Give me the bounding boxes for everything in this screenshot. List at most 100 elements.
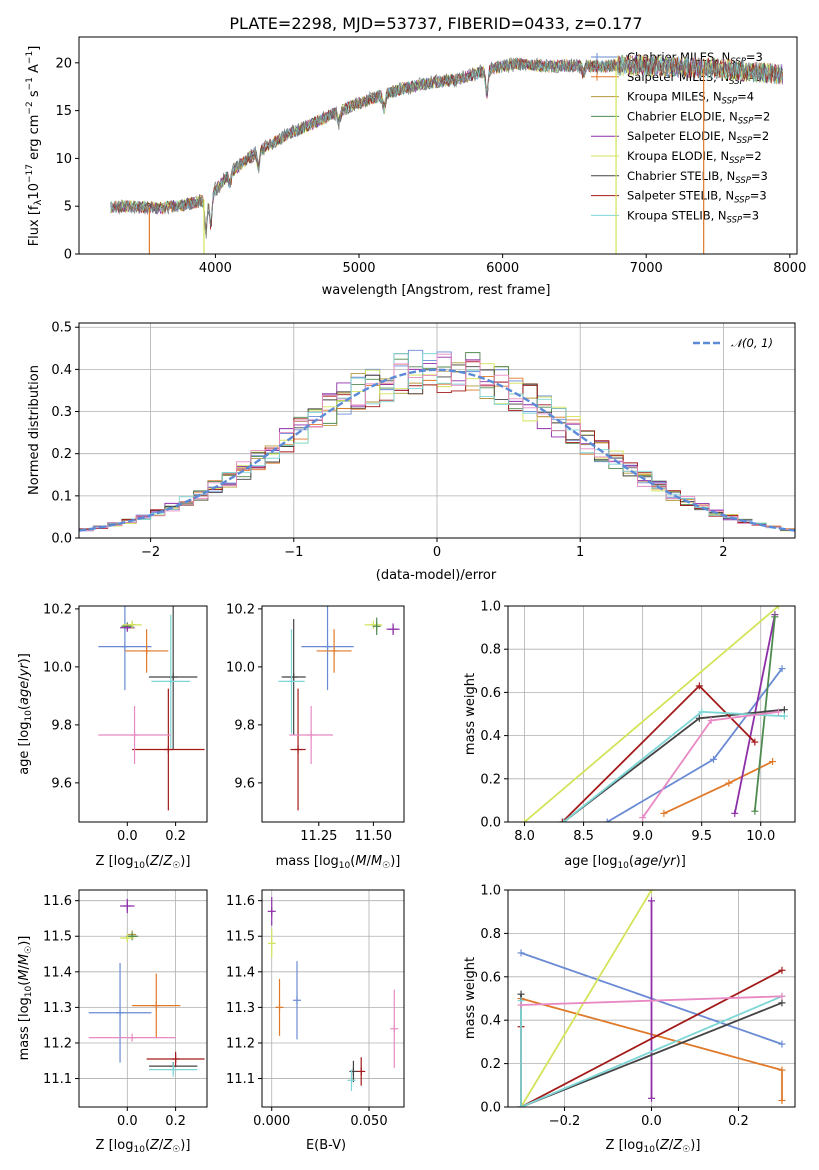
axes-frame — [78, 322, 796, 539]
axes-frame — [78, 889, 208, 1108]
age-z-xlabel: Z [log10(Z/Z☉)] — [96, 854, 191, 871]
y-tick-label: 10.0 — [43, 660, 72, 675]
spectrum-xlabel: wavelength [Angstrom, rest frame] — [322, 283, 551, 298]
y-tick-label: 10.2 — [43, 602, 72, 617]
x-tick-label: 8.0 — [514, 829, 535, 844]
weight-vs-age-panel: age [log10(age/yr)] mass weight 8.0 8.5 9.… — [463, 600, 796, 871]
x-tick-label: 0.2 — [728, 1114, 749, 1129]
legend-label: Chabrier ELODIE, NSSP=2 — [627, 109, 770, 126]
x-tick-label: 10.0 — [746, 829, 775, 844]
y-tick-label: 20 — [55, 56, 72, 71]
x-tick-label: 0.0 — [117, 829, 138, 844]
x-tick-label: 2 — [719, 545, 727, 560]
x-tick-label: 0.2 — [165, 1114, 186, 1129]
y-tick-label: 11.6 — [226, 894, 255, 909]
weight-vs-metallicity-panel: Z [log10(Z/Z☉)] mass weight −0.2 0.0 0.2 0.… — [463, 884, 796, 1155]
age-z-ylabel: age [log10(age/yr)] — [17, 653, 34, 775]
weight-series-line — [562, 708, 785, 822]
x-tick-label: 9.0 — [632, 829, 653, 844]
y-tick-label: 0.3 — [51, 405, 72, 420]
y-tick-label: 9.8 — [51, 718, 72, 733]
x-tick-label: 1 — [576, 545, 584, 560]
axes-frame — [261, 889, 405, 1108]
plot-area — [278, 606, 400, 811]
y-tick-label: 0.6 — [480, 686, 501, 701]
plot-area — [88, 898, 205, 1077]
weight-age-ylabel: mass weight — [463, 673, 478, 755]
mass-ebv-xlabel: E(B-V) — [306, 1138, 346, 1153]
y-tick-label: 10.2 — [226, 602, 255, 617]
y-tick-label: 9.6 — [51, 776, 72, 791]
plot-area — [98, 606, 205, 811]
weight-series-line — [520, 995, 783, 1107]
legend-label: Kroupa STELIB, NSSP=3 — [627, 208, 759, 225]
x-tick-label: 0.000 — [253, 1114, 290, 1129]
y-tick-label: 0.8 — [480, 927, 501, 942]
x-tick-label: 5000 — [342, 261, 375, 276]
axes-frame — [78, 605, 208, 823]
spectrum-model-line — [110, 54, 783, 238]
x-tick-label: 0.0 — [641, 1114, 662, 1129]
y-tick-label: 10.0 — [226, 660, 255, 675]
y-tick-label: 0.4 — [480, 729, 501, 744]
weight-series-line — [641, 710, 779, 819]
y-tick-label: 0.2 — [480, 1057, 501, 1072]
y-tick-label: 15 — [55, 104, 72, 119]
plot-area — [521, 606, 788, 822]
y-tick-label: 0.0 — [480, 1101, 501, 1116]
hist-ylabel: Normed distribution — [27, 365, 42, 495]
y-tick-label: 11.1 — [226, 1072, 255, 1087]
y-tick-label: 11.2 — [43, 1036, 72, 1051]
y-tick-label: 1.0 — [480, 600, 501, 615]
axes-frame — [507, 889, 796, 1108]
axes-frame — [507, 605, 796, 823]
legend-label: Salpeter ELODIE, NSSP=2 — [627, 129, 769, 146]
x-tick-label: −1 — [284, 545, 303, 560]
y-tick-label: 1.0 — [480, 884, 501, 899]
weight-age-xlabel: age [log10(age/yr)] — [564, 854, 686, 871]
weight-series-line — [663, 760, 773, 815]
spectrum-data-line — [110, 57, 783, 240]
x-tick-label: 11.25 — [300, 829, 337, 844]
legend-label: Kroupa ELODIE, NSSP=2 — [627, 149, 762, 166]
x-tick-label: 11.50 — [355, 829, 392, 844]
weight-z-xlabel: Z [log10(Z/Z☉)] — [606, 1138, 701, 1155]
age-vs-metallicity-panel: Z [log10(Z/Z☉)] age [log10(age/yr)] 0.0 0… — [17, 602, 208, 871]
axes-frame — [78, 36, 798, 255]
weight-series-line — [520, 890, 653, 1107]
x-tick-label: 0.2 — [165, 829, 186, 844]
y-tick-label: 9.6 — [234, 776, 255, 791]
y-tick-label: 0.1 — [51, 489, 72, 504]
weight-z-ylabel: mass weight — [463, 957, 478, 1039]
weight-series-line — [523, 606, 780, 822]
mass-z-ylabel: mass [log10(M/M☉)] — [17, 936, 34, 1061]
plot-area — [110, 54, 783, 254]
y-tick-label: 11.5 — [226, 930, 255, 945]
legend-label: Chabrier STELIB, NSSP=3 — [627, 169, 768, 186]
normal-legend-label: 𝒩(0, 1) — [731, 336, 773, 350]
y-tick-label: 0.2 — [51, 447, 72, 462]
weight-series-line — [520, 995, 783, 1006]
hist-xlabel: (data-model)/error — [376, 568, 497, 583]
y-tick-label: 0.4 — [51, 363, 72, 378]
y-tick-label: 11.2 — [226, 1036, 255, 1051]
age-vs-mass-panel: mass [log10(M/M☉)] 11.25 11.50 9.6 9.8 10.0 1… — [226, 602, 405, 871]
x-tick-label: 4000 — [199, 261, 232, 276]
y-tick-label: 0.0 — [480, 816, 501, 831]
x-tick-label: 8000 — [773, 261, 806, 276]
y-tick-label: 0.0 — [51, 532, 72, 547]
y-tick-label: 11.3 — [43, 1001, 72, 1016]
x-tick-label: −2 — [141, 545, 160, 560]
y-tick-label: 10 — [55, 152, 72, 167]
plot-area — [517, 890, 786, 1107]
y-tick-label: 11.1 — [43, 1072, 72, 1087]
hist-legend: 𝒩(0, 1) — [693, 336, 773, 350]
x-tick-label: 0 — [433, 545, 441, 560]
mass-vs-metallicity-panel: Z [log10(Z/Z☉)] mass [log10(M/M☉)] 0.0 0.… — [17, 889, 208, 1155]
y-tick-label: 11.6 — [43, 894, 72, 909]
plot-area — [267, 897, 399, 1091]
x-tick-label: 6000 — [486, 261, 519, 276]
chart-title: PLATE=2298, MJD=53737, FIBERID=0433, z=0… — [229, 14, 642, 33]
legend-label: Salpeter STELIB, NSSP=3 — [627, 189, 767, 206]
